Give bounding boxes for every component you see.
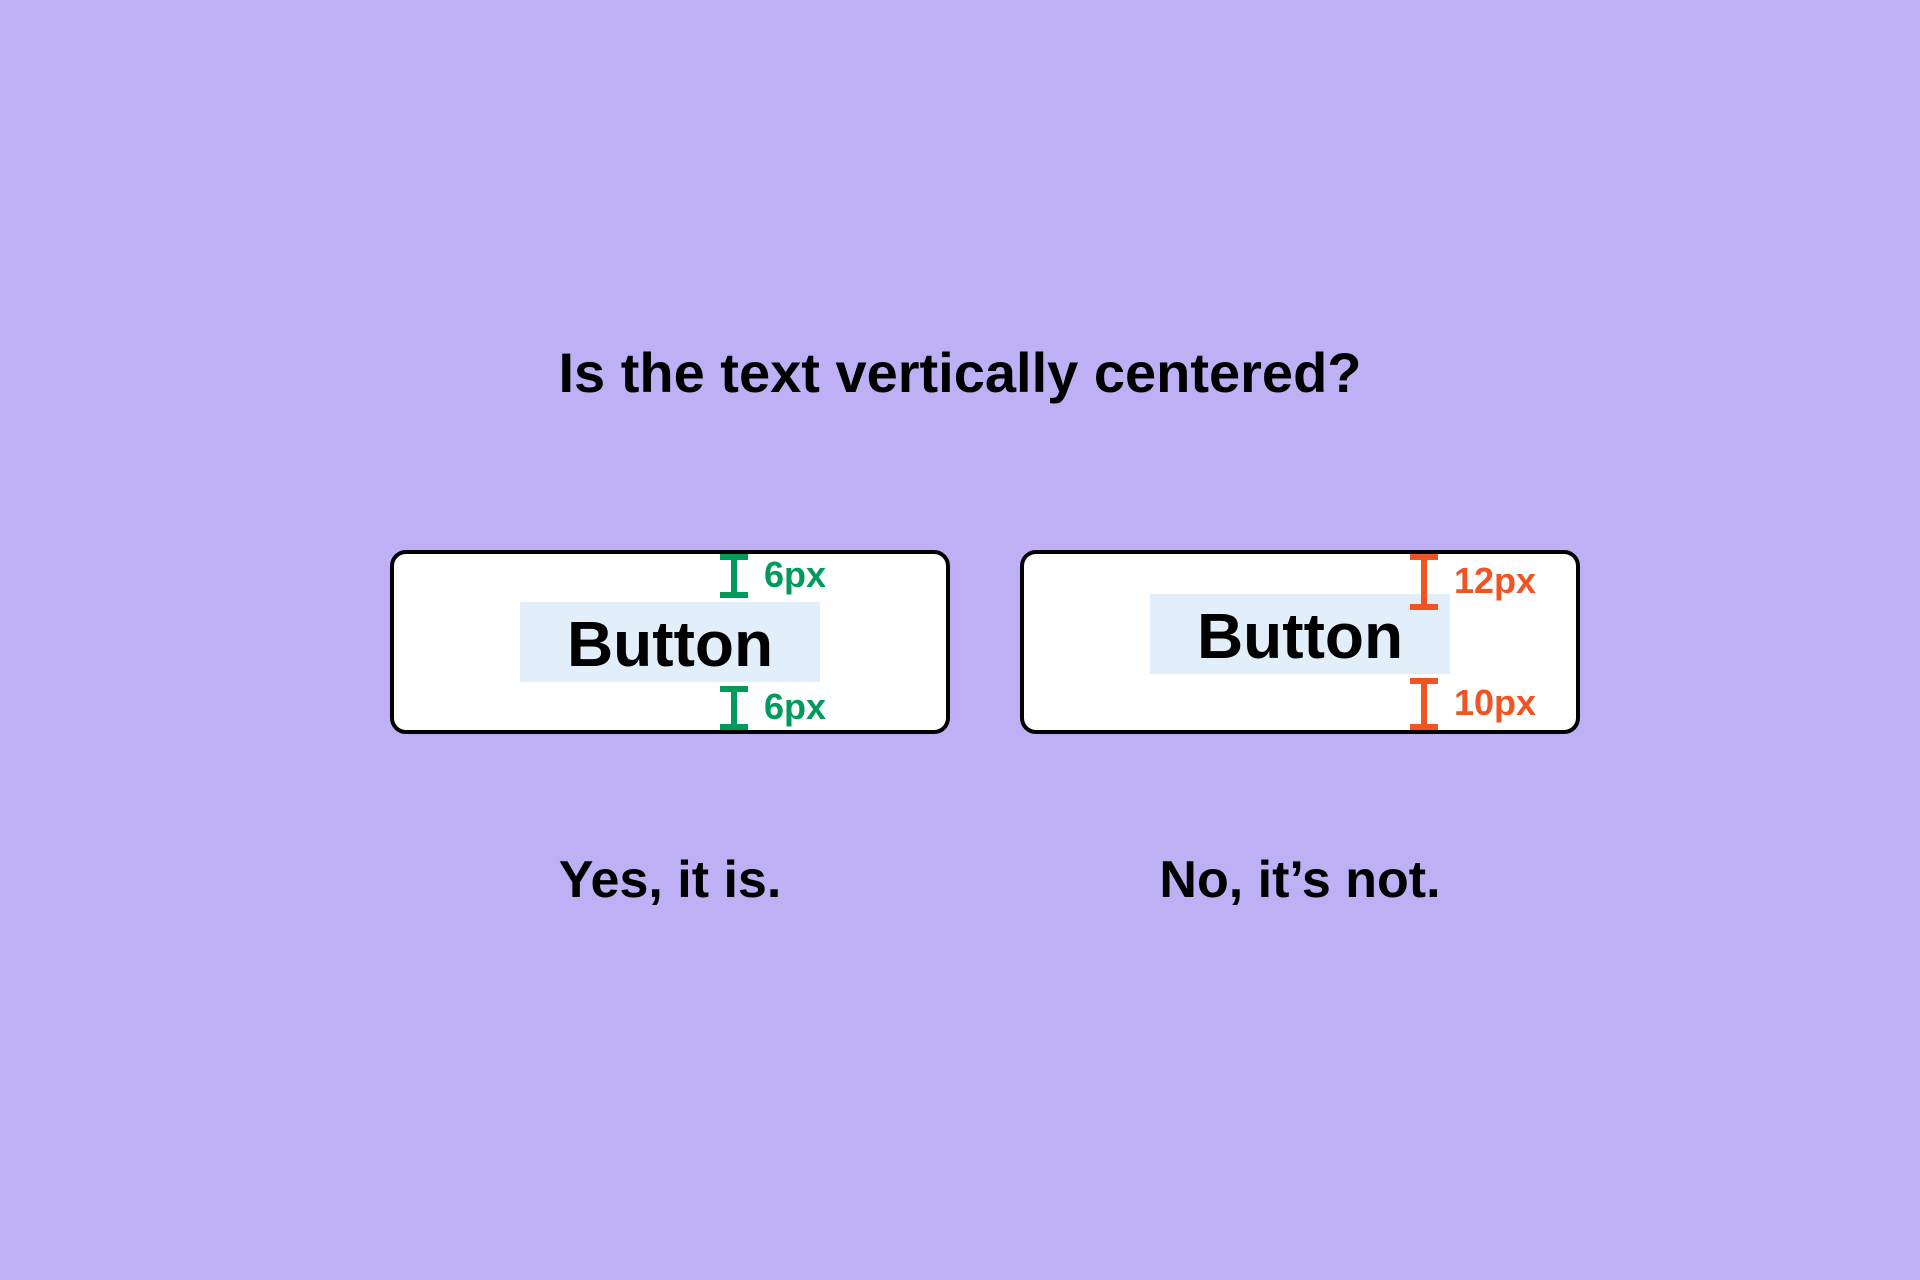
- example-centered: Button 6px 6px Yes, it is.: [390, 550, 970, 734]
- diagram-title: Is the text vertically centered?: [240, 340, 1680, 405]
- gap-value-bottom: 6px: [764, 686, 826, 728]
- example-caption: No, it’s not.: [1020, 850, 1580, 910]
- indicator-cap-icon: [720, 724, 748, 730]
- indicator-bar-icon: [1421, 554, 1427, 610]
- demo-button-centered: Button 6px 6px: [390, 550, 950, 734]
- indicator-cap-icon: [720, 592, 748, 598]
- example-caption: Yes, it is.: [390, 850, 950, 910]
- button-label: Button: [1179, 604, 1421, 668]
- gap-value-top: 6px: [764, 554, 826, 596]
- button-label: Button: [549, 612, 791, 676]
- gap-value-top: 12px: [1454, 560, 1536, 602]
- indicator-cap-icon: [1410, 724, 1438, 730]
- gap-value-bottom: 10px: [1454, 682, 1536, 724]
- indicator-cap-icon: [1410, 604, 1438, 610]
- example-not-centered: Button 12px 10px No, it’s not.: [1020, 550, 1600, 734]
- diagram-stage: Is the text vertically centered? Button …: [240, 160, 1680, 1120]
- demo-button-not-centered: Button 12px 10px: [1020, 550, 1580, 734]
- indicator-bar-icon: [1421, 678, 1427, 730]
